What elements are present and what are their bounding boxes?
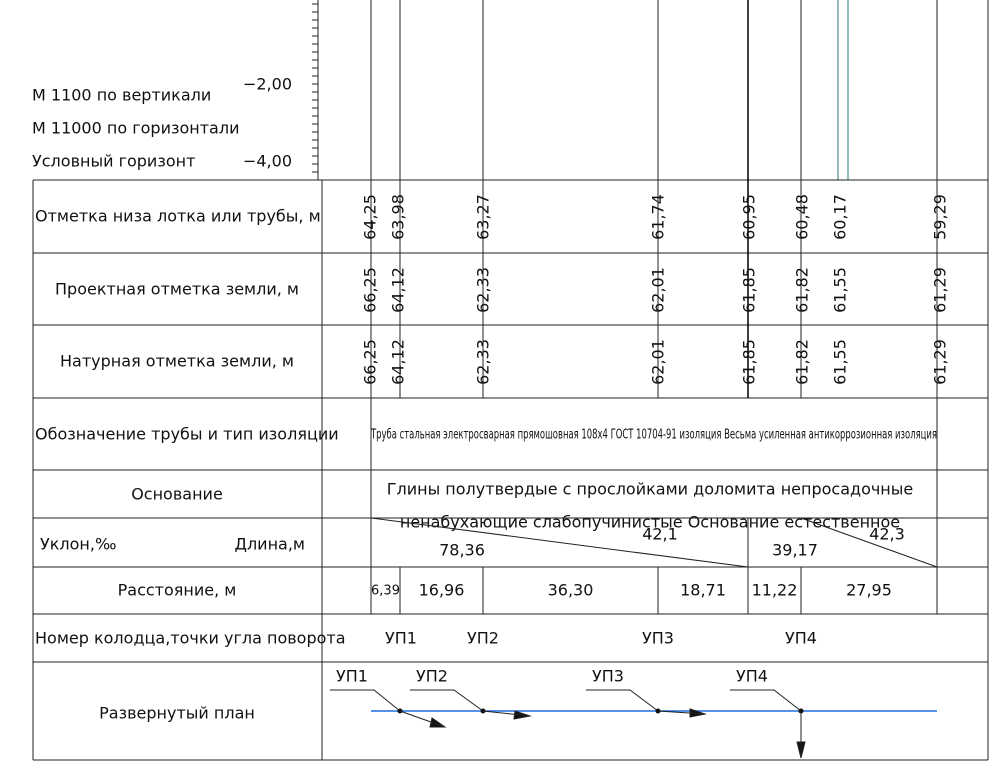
elevation-value: 61,55 <box>831 339 850 385</box>
base-text: ненабухающие слабопучинистые Основание е… <box>400 513 900 532</box>
well-number: УП2 <box>467 629 499 648</box>
scale-vertical: М 1100 по вертикали <box>32 86 211 105</box>
elevation-value: 66,25 <box>361 339 380 385</box>
row-label: Проектная отметка земли, м <box>55 280 299 299</box>
distance-value: 11,22 <box>752 581 798 600</box>
well-number: УП4 <box>785 629 817 648</box>
slope-value: 42,1 <box>642 525 678 544</box>
elevation-value: 60,48 <box>793 194 812 240</box>
elevation-value: 62,33 <box>474 339 493 385</box>
slope-line <box>800 517 938 568</box>
plan-label: УП2 <box>416 667 448 686</box>
well-number: УП3 <box>642 629 674 648</box>
elevation-value: 61,85 <box>740 339 759 385</box>
elevation-value: 60,17 <box>831 194 850 240</box>
distance-value: 16,96 <box>419 581 465 600</box>
plan-label: УП4 <box>736 667 768 686</box>
length-value: 78,36 <box>439 541 485 560</box>
distance-value: 27,95 <box>846 581 892 600</box>
row-label: Длина,м <box>234 535 305 554</box>
scale-horizontal: М 11000 по горизонтали <box>32 119 239 138</box>
elevation-value: 61,85 <box>740 267 759 313</box>
leader <box>586 689 659 712</box>
scale-mark: −4,00 <box>243 152 292 171</box>
well-number: УП1 <box>385 629 417 648</box>
elevation-value: 63,98 <box>389 194 408 240</box>
base-text: Глины полутвердые с прослойками доломита… <box>387 480 914 499</box>
elevation-value: 62,33 <box>474 267 493 313</box>
elevation-value: 61,74 <box>649 194 668 240</box>
distance-value: 6,39 <box>371 584 400 599</box>
plan-label: УП3 <box>592 667 624 686</box>
elevation-value: 61,82 <box>793 267 812 313</box>
arrow <box>796 711 806 759</box>
row-label: Отметка низа лотка или трубы, м <box>35 207 321 226</box>
elevation-value: 64,25 <box>361 194 380 240</box>
leader <box>410 689 484 712</box>
arrow <box>482 710 532 720</box>
elevation-value: 61,29 <box>931 267 950 313</box>
row-label: Натурная отметка земли, м <box>60 352 294 371</box>
row-label: Развернутый план <box>99 704 255 723</box>
arrow <box>399 710 447 728</box>
elevation-value: 64,12 <box>389 339 408 385</box>
elevation-value: 64,12 <box>389 267 408 313</box>
distance-value: 36,30 <box>548 581 594 600</box>
horizon: Условный горизонт <box>32 152 195 171</box>
pipe-designation: Труба стальная электросварная прямошовна… <box>370 428 937 443</box>
arrow <box>657 708 707 718</box>
row-label: Номер колодца,точки угла поворота <box>35 629 346 648</box>
leader <box>330 689 401 712</box>
elevation-value: 62,01 <box>649 267 668 313</box>
row-label: Расстояние, м <box>118 581 237 600</box>
elevation-value: 62,01 <box>649 339 668 385</box>
elevation-value: 66,25 <box>361 267 380 313</box>
row-label: Уклон,‰ <box>40 535 116 554</box>
length-value: 39,17 <box>772 541 818 560</box>
row-label: Основание <box>131 485 223 504</box>
slope-line <box>370 517 749 568</box>
elevation-value: 59,29 <box>931 194 950 240</box>
elevation-value: 61,55 <box>831 267 850 313</box>
leader <box>730 689 802 712</box>
scale-mark: −2,00 <box>243 75 292 94</box>
distance-value: 18,71 <box>680 581 726 600</box>
elevation-value: 63,27 <box>474 194 493 240</box>
elevation-value: 61,82 <box>793 339 812 385</box>
row-label: Обозначение трубы и тип изоляции <box>35 425 339 444</box>
plan-label: УП1 <box>336 667 368 686</box>
slope-value: 42,3 <box>869 525 905 544</box>
elevation-value: 61,29 <box>931 339 950 385</box>
elevation-value: 60,95 <box>740 194 759 240</box>
